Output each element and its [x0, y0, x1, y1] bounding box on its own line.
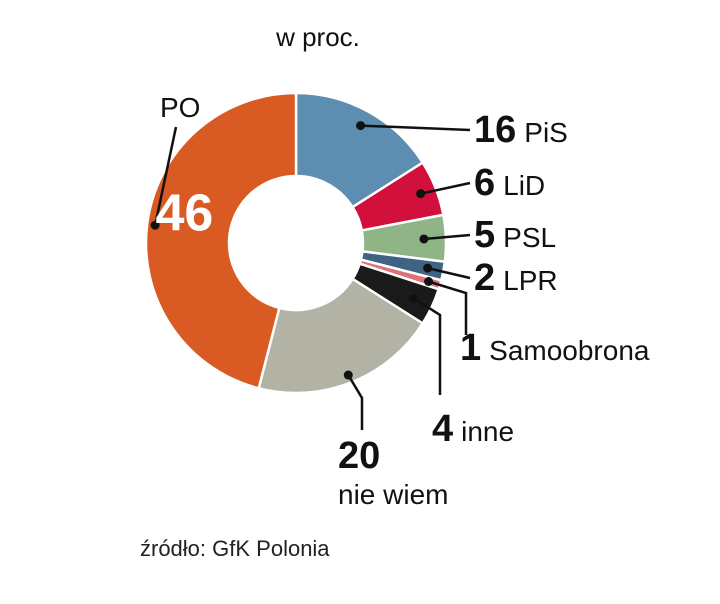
name-pis: PiS: [524, 117, 568, 148]
leader-inne: [412, 297, 442, 395]
leader-dot-samoobrona: [424, 277, 434, 287]
leader-dot-po: [150, 220, 160, 230]
slice-nie-wiem: [257, 277, 425, 395]
leader-dot-nie-wiem: [343, 370, 353, 380]
leader-lid: [420, 181, 471, 195]
label-psl: 5 PSL: [474, 214, 556, 256]
leader-dot-lpr: [423, 263, 433, 273]
name-psl: PSL: [503, 222, 556, 253]
slice-pis: [294, 91, 425, 209]
leader-dot-pis: [356, 121, 366, 131]
name-lpr: LPR: [503, 265, 557, 296]
value-samoobrona: 1: [460, 327, 481, 369]
label-samoobrona: 1 Samoobrona: [460, 327, 650, 369]
leader-dot-psl: [419, 234, 429, 244]
label-pis: 16 PiS: [474, 109, 568, 151]
leader-pis: [360, 124, 471, 132]
label-inne: 4 inne: [432, 408, 514, 450]
name-nie-wiem: nie wiem: [338, 479, 448, 510]
value-po: 46: [155, 184, 213, 242]
label-lpr: 2 LPR: [474, 257, 558, 299]
name-inne: inne: [461, 416, 514, 447]
leader-lpr: [427, 266, 471, 280]
leader-dot-lid: [416, 189, 426, 199]
label-lid: 6 LiD: [474, 162, 545, 204]
value-inne: 4: [432, 408, 453, 450]
name-lid: LiD: [503, 170, 545, 201]
leader-po: [153, 126, 178, 226]
value-lpr: 2: [474, 257, 495, 299]
name-samoobrona: Samoobrona: [489, 335, 650, 366]
leader-nie-wiem: [347, 374, 364, 430]
chart-subtitle: w proc.: [275, 22, 360, 52]
slice-po: [144, 91, 298, 390]
value-nie-wiem: 20: [338, 435, 380, 477]
leader-dot-inne: [409, 293, 419, 303]
slices: [144, 91, 448, 395]
source-note: źródło: GfK Polonia: [140, 536, 330, 561]
leader-samoobrona: [428, 280, 468, 335]
name-po: PO: [160, 92, 200, 123]
value-lid: 6: [474, 162, 495, 204]
leader-psl: [423, 233, 471, 241]
value-psl: 5: [474, 214, 495, 256]
value-pis: 16: [474, 109, 516, 151]
